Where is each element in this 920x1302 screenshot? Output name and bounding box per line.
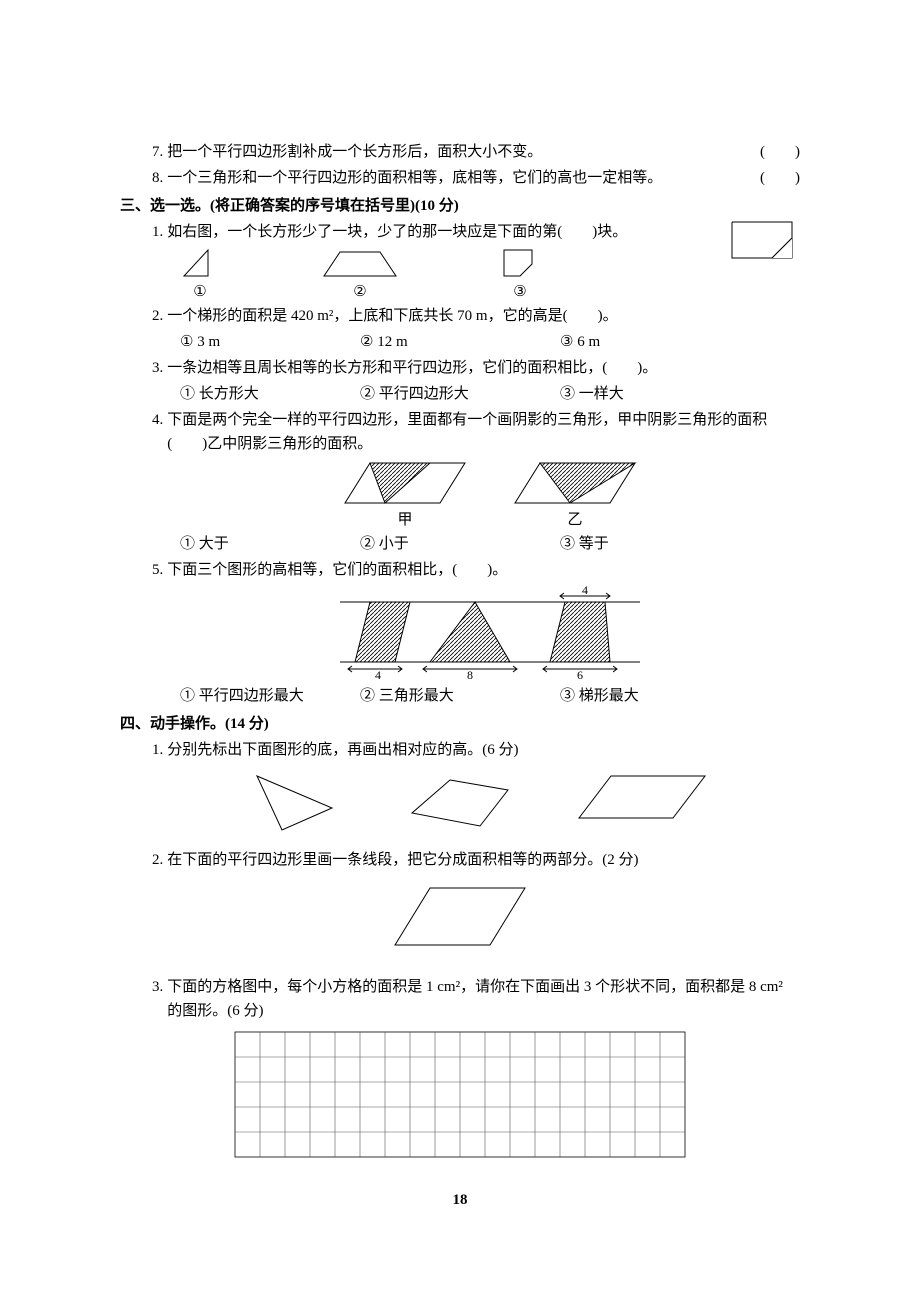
q5-opt3[interactable]: ③ 梯形最大 xyxy=(560,684,639,708)
q-num: 2. xyxy=(120,848,167,872)
q3-opt1[interactable]: ① 长方形大 xyxy=(180,382,360,406)
q-text: 下面三个图形的高相等，它们的面积相比，( )。 xyxy=(167,558,800,582)
section3-q2: 2. 一个梯形的面积是 420 m²，上底和下底共长 70 m，它的高是( )。 xyxy=(120,304,800,328)
opt-label: ③ xyxy=(513,280,526,304)
q5-figure: 4 8 4 6 xyxy=(120,584,800,684)
q-num: 2. xyxy=(120,304,167,328)
parallelogram-shape-icon[interactable] xyxy=(573,768,713,828)
q1-reference-shape xyxy=(730,220,800,262)
q-num: 1. xyxy=(120,220,167,244)
q-text: 一个梯形的面积是 420 m²，上底和下底共长 70 m，它的高是( )。 xyxy=(167,304,800,328)
grid-icon xyxy=(234,1031,686,1158)
q5-opt2[interactable]: ② 三角形最大 xyxy=(360,684,560,708)
q-num: 1. xyxy=(120,738,167,762)
section3-q1: 1. 如右图，一个长方形少了一块，少了的那一块应是下面的第( )块。 ① ② ③ xyxy=(120,220,800,304)
q1-shapes xyxy=(120,764,800,848)
section3-q5: 5. 下面三个图形的高相等，它们的面积相比，( )。 xyxy=(120,558,800,582)
q-num: 3. xyxy=(120,356,167,380)
dim-label: 6 xyxy=(577,668,583,682)
quad-shape-icon[interactable] xyxy=(400,768,520,838)
section4-q3: 3. 下面的方格图中，每个小方格的面积是 1 cm²，请你在下面画出 3 个形状… xyxy=(120,975,800,1023)
section3-q3: 3. 一条边相等且周长相等的长方形和平行四边形，它们的面积相比，( )。 xyxy=(120,356,800,380)
page-number: 18 xyxy=(120,1188,800,1212)
section3-q4: 4. 下面是两个完全一样的平行四边形，里面都有一个画阴影的三角形，甲中阴影三角形… xyxy=(120,408,800,456)
q-text: 把一个平行四边形割补成一个长方形后，面积大小不变。 xyxy=(167,140,740,164)
q-text: 在下面的平行四边形里画一条线段，把它分成面积相等的两部分。(2 分) xyxy=(167,848,800,872)
dim-label: 8 xyxy=(467,668,473,682)
parallelogram-yi-icon xyxy=(510,458,640,508)
q5-options: ① 平行四边形最大 ② 三角形最大 ③ 梯形最大 xyxy=(120,684,800,708)
q2-opt2[interactable]: ② 12 m xyxy=(360,330,560,354)
q3-options: ① 长方形大 ② 平行四边形大 ③ 一样大 xyxy=(120,382,800,406)
q-num: 5. xyxy=(120,558,167,582)
q1-opt3[interactable]: ③ xyxy=(500,246,540,304)
triangle-icon xyxy=(180,246,220,280)
dim-label: 4 xyxy=(375,668,381,682)
q1-options: ① ② ③ xyxy=(120,246,800,304)
q2-opt3[interactable]: ③ 6 m xyxy=(560,330,600,354)
figure-label: 乙 xyxy=(567,508,582,532)
q-paren[interactable]: ( ) xyxy=(740,140,800,164)
q-text: 下面的方格图中，每个小方格的面积是 1 cm²，请你在下面画出 3 个形状不同，… xyxy=(167,975,800,1023)
q4-opt1[interactable]: ① 大于 xyxy=(180,532,360,556)
dim-label: 4 xyxy=(582,584,588,597)
q-text: 一个三角形和一个平行四边形的面积相等，底相等，它们的高也一定相等。 xyxy=(167,166,740,190)
trapezoid-icon xyxy=(320,246,400,280)
prev-q7: 7. 把一个平行四边形割补成一个长方形后，面积大小不变。 ( ) xyxy=(120,140,800,164)
triangle-shape-icon[interactable] xyxy=(237,768,347,838)
q-num: 7. xyxy=(120,140,167,164)
parallelogram-q2-icon[interactable] xyxy=(385,880,535,955)
q2-opt1[interactable]: ① 3 m xyxy=(180,330,360,354)
figure-label: 甲 xyxy=(397,508,412,532)
q-text: 分别先标出下面图形的底，再画出相对应的高。(6 分) xyxy=(167,738,800,762)
q-text: 一条边相等且周长相等的长方形和平行四边形，它们的面积相比，( )。 xyxy=(167,356,800,380)
section4-header: 四、动手操作。(14 分) xyxy=(120,712,800,736)
prev-q8: 8. 一个三角形和一个平行四边形的面积相等，底相等，它们的高也一定相等。 ( ) xyxy=(120,166,800,190)
q-num: 3. xyxy=(120,975,167,999)
q3-opt2[interactable]: ② 平行四边形大 xyxy=(360,382,560,406)
section4-q2: 2. 在下面的平行四边形里画一条线段，把它分成面积相等的两部分。(2 分) xyxy=(120,848,800,872)
q4-opt3[interactable]: ③ 等于 xyxy=(560,532,609,556)
q4-figures: 甲 乙 xyxy=(120,458,800,532)
q4-options: ① 大于 ② 小于 ③ 等于 xyxy=(120,532,800,556)
pentagon-icon xyxy=(500,246,540,280)
opt-label: ② xyxy=(353,280,366,304)
q3-grid[interactable] xyxy=(120,1025,800,1158)
q5-opt1[interactable]: ① 平行四边形最大 xyxy=(180,684,360,708)
q-text: 如右图，一个长方形少了一块，少了的那一块应是下面的第( )块。 xyxy=(167,220,800,244)
q-num: 4. xyxy=(120,408,167,432)
q3-opt3[interactable]: ③ 一样大 xyxy=(560,382,624,406)
section4-q1: 1. 分别先标出下面图形的底，再画出相对应的高。(6 分) xyxy=(120,738,800,762)
q-paren[interactable]: ( ) xyxy=(740,166,800,190)
q4-figure-jia: 甲 xyxy=(340,458,470,532)
q-text: 下面是两个完全一样的平行四边形，里面都有一个画阴影的三角形，甲中阴影三角形的面积… xyxy=(167,408,800,456)
q5-shapes-icon: 4 8 4 6 xyxy=(330,584,650,684)
q2-options: ① 3 m ② 12 m ③ 6 m xyxy=(120,330,800,354)
opt-label: ① xyxy=(193,280,206,304)
section3-header: 三、选一选。(将正确答案的序号填在括号里)(10 分) xyxy=(120,194,800,218)
q4-opt2[interactable]: ② 小于 xyxy=(360,532,560,556)
q2-shape xyxy=(120,874,800,975)
q1-opt1[interactable]: ① xyxy=(180,246,220,304)
parallelogram-jia-icon xyxy=(340,458,470,508)
q1-opt2[interactable]: ② xyxy=(320,246,400,304)
q-num: 8. xyxy=(120,166,167,190)
q4-figure-yi: 乙 xyxy=(510,458,640,532)
